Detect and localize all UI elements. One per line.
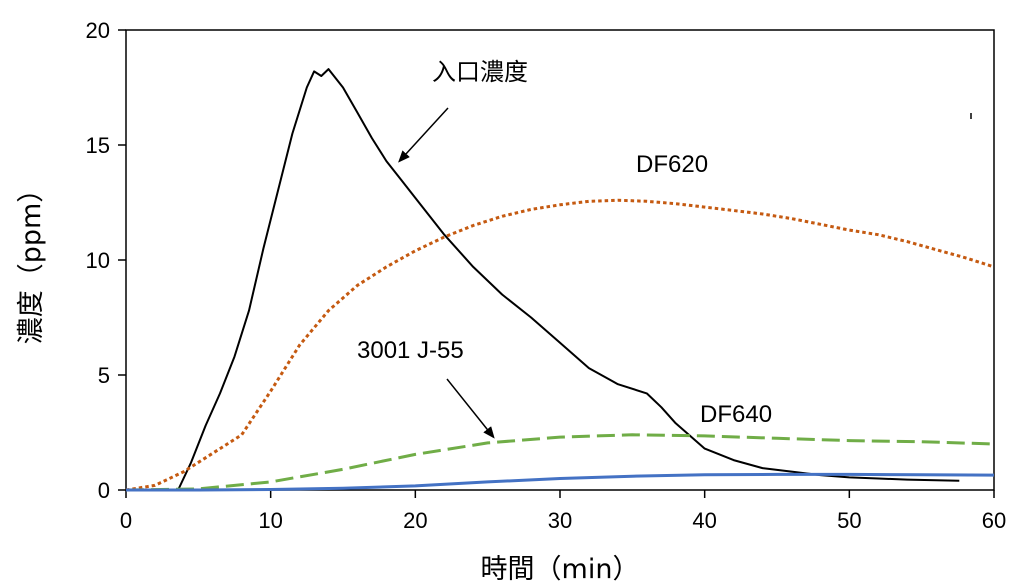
y-tick-label: 20 [86, 18, 110, 43]
annotation-label-3: 3001 J-55 [357, 337, 464, 364]
annotation-label-1: 入口濃度 [432, 59, 528, 86]
x-tick-label: 20 [403, 508, 427, 533]
x-axis-ticks: 0 10 20 30 40 50 60 [120, 490, 1006, 533]
x-tick-label: 60 [982, 508, 1006, 533]
y-tick-label: 10 [86, 248, 110, 273]
series-line-1 [177, 68, 960, 491]
annotation-arrow-3 [446, 378, 495, 439]
x-tick-label: 0 [120, 508, 132, 533]
series-line-4 [126, 472, 995, 492]
annotation-label-4: DF640 [700, 401, 772, 428]
y-tick-label: 0 [98, 478, 110, 503]
x-tick-label: 30 [548, 508, 572, 533]
x-tick-label: 40 [692, 508, 716, 533]
annotation-arrow-1 [398, 107, 449, 163]
y-axis-title: 濃度（ppm） [16, 176, 47, 345]
y-tick-label: 5 [98, 363, 110, 388]
plot-area-frame [125, 29, 995, 491]
x-tick-label: 50 [837, 508, 861, 533]
y-axis-ticks: 0 5 10 15 20 [86, 18, 126, 503]
annotation-label-2: DF620 [636, 151, 708, 178]
y-tick-label: 15 [86, 133, 110, 158]
annotation-layer: 入口濃度 DF620 3001 J-55 DF640 [357, 59, 772, 439]
series-line-2 [125, 198, 995, 492]
x-axis-title: 時間（min） [481, 554, 640, 585]
series-layer [125, 68, 995, 492]
series-line-3 [125, 433, 995, 492]
x-tick-label: 10 [258, 508, 282, 533]
